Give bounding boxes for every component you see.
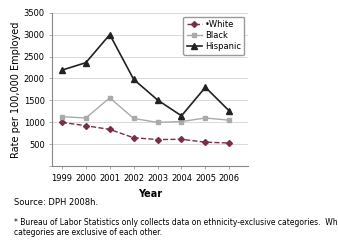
Text: Source: DPH 2008h.: Source: DPH 2008h.: [14, 198, 98, 207]
Legend: •White, Black, Hispanic: •White, Black, Hispanic: [183, 17, 244, 55]
Y-axis label: Rate per 100,000 Employed: Rate per 100,000 Employed: [11, 21, 21, 158]
X-axis label: Year: Year: [138, 188, 163, 199]
Text: * Bureau of Labor Statistics only collects data on ethnicity-exclusive categorie: * Bureau of Labor Statistics only collec…: [14, 218, 338, 237]
